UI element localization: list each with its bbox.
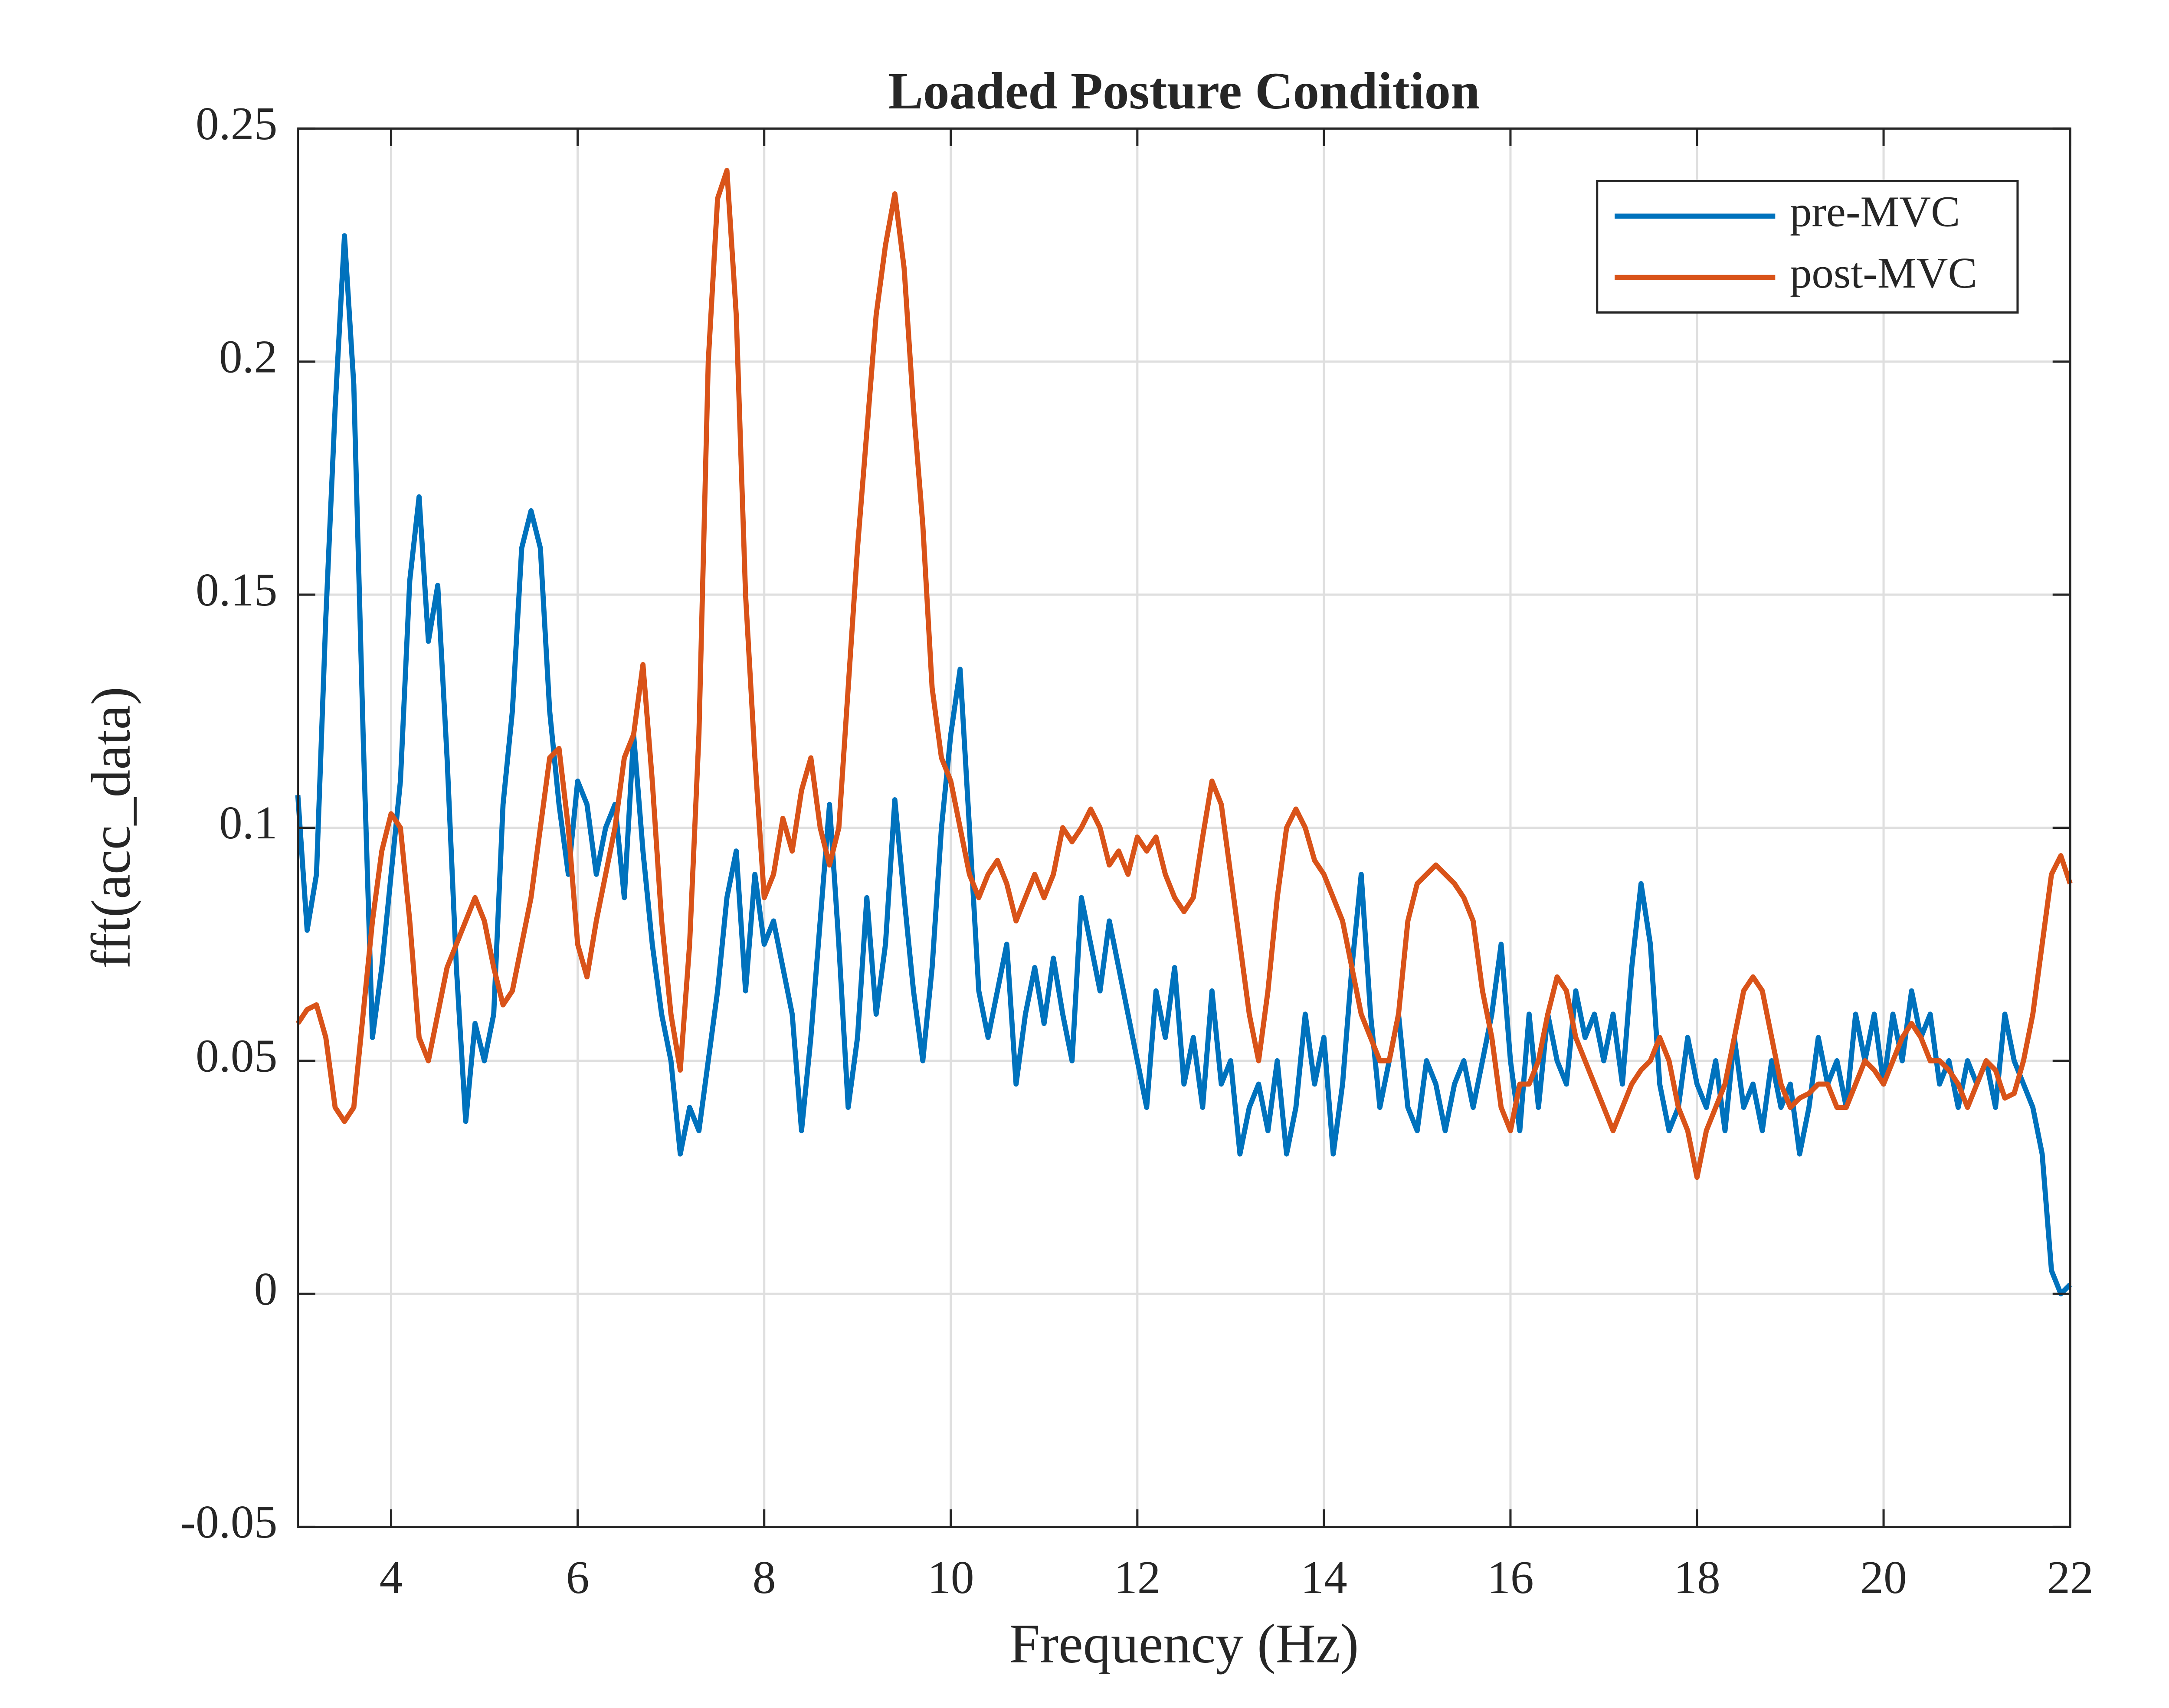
y-tick-label: 0.25: [196, 98, 277, 150]
y-tick-label: 0.15: [196, 564, 277, 616]
x-tick-label: 12: [1114, 1552, 1161, 1603]
legend-box: [1596, 180, 2019, 314]
x-tick-label: 4: [380, 1552, 403, 1603]
series-line: [295, 168, 2073, 1180]
chart-title: Loaded Posture Condition: [888, 62, 1480, 120]
x-tick-label: 16: [1487, 1552, 1534, 1603]
plot-lines: [295, 168, 2073, 1296]
x-tick-label: 22: [2047, 1552, 2094, 1603]
x-tick-label: 14: [1301, 1552, 1347, 1603]
axes: 4 6 8 10 12 14 16 18 20 22 -0.05 0 0.05 0.1 0.15 0.2 0.2…: [180, 98, 2094, 1603]
x-axis-label: Frequency (Hz): [1009, 1613, 1359, 1674]
legend: pre-MVC post-MVC: [1596, 180, 2019, 314]
legend-label: pre-MVC: [1790, 187, 1960, 236]
series-line: [295, 233, 2072, 1296]
x-tick-label: 10: [927, 1552, 974, 1603]
x-tick-label: 8: [753, 1552, 776, 1603]
y-tick-label: 0.1: [219, 797, 278, 849]
y-axis-label: fft(acc_data): [80, 687, 142, 969]
y-tick-label: 0.05: [196, 1030, 277, 1082]
axes-box: [297, 127, 2071, 1528]
y-tick-label: 0.2: [219, 331, 278, 383]
x-tick-label: 20: [1860, 1552, 1907, 1603]
legend-label: post-MVC: [1790, 249, 1977, 297]
y-tick-label: -0.05: [180, 1496, 277, 1548]
x-tick-label: 6: [566, 1552, 590, 1603]
x-tick-label: 18: [1674, 1552, 1720, 1603]
y-tick-label: 0: [254, 1263, 278, 1315]
